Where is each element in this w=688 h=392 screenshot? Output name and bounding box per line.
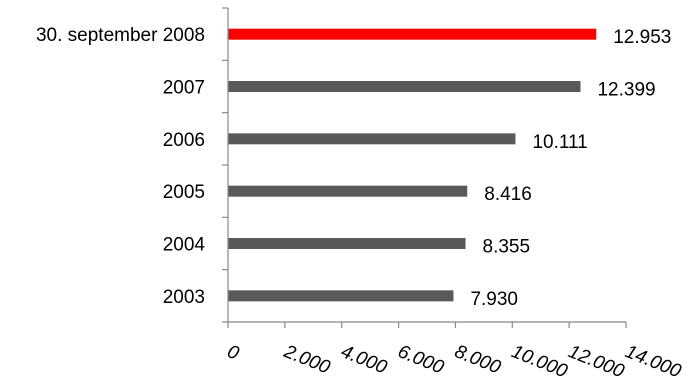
plot-area: 12.953 12.399 10.111 8.416 8.355 7.930: [228, 27, 671, 310]
data-label: 12.953: [613, 27, 671, 48]
bar: [228, 28, 597, 40]
x-tick-label: 10.000: [508, 341, 570, 382]
x-tick-label: 0: [224, 341, 242, 365]
data-label: 8.416: [484, 184, 532, 205]
category-label: 2005: [163, 182, 205, 203]
x-tick-label: 6.000: [395, 341, 447, 378]
data-label: 12.399: [597, 80, 655, 101]
data-label: 7.930: [470, 289, 518, 310]
y-axis-ticks: 30. september 2008 2007 2006 2005 2004 2003: [36, 7, 228, 323]
bar: [228, 133, 516, 145]
bar: [228, 185, 468, 197]
bar: [228, 290, 454, 302]
x-tick-label: 12.000: [565, 341, 627, 382]
x-tick-label: 8.000: [452, 341, 504, 378]
category-label: 2004: [163, 235, 206, 256]
category-label: 2007: [163, 78, 205, 99]
bar: [228, 238, 466, 249]
category-label: 2006: [163, 130, 205, 151]
x-tick-label: 4.000: [338, 341, 390, 378]
data-label: 10.111: [532, 132, 587, 153]
bar: [228, 81, 581, 92]
category-label: 30. september 2008: [36, 25, 205, 46]
data-label: 8.355: [483, 237, 531, 258]
x-tick-label: 14.000: [622, 341, 684, 382]
x-tick-label: 2.000: [280, 341, 333, 379]
category-label: 2003: [163, 287, 205, 308]
